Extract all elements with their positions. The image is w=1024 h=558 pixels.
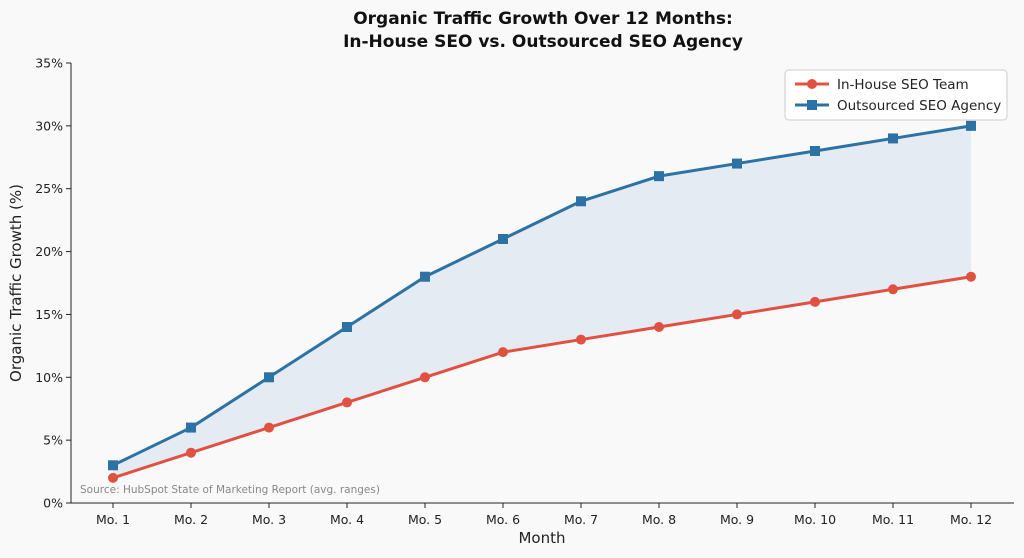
data-point-outsourced [654,171,664,182]
x-tick-label: Mo. 1 [96,512,130,527]
y-tick-label: 30% [35,118,63,133]
data-point-outsourced [342,322,352,332]
data-point-in-house [342,397,352,408]
legend-marker-in-house [807,79,817,89]
x-tick-label: Mo. 11 [872,512,914,527]
data-point-in-house [420,372,430,383]
series-line-outsourced [112,124,972,467]
data-point-in-house [186,447,196,458]
data-point-in-house [810,296,820,307]
data-point-in-house [966,271,976,282]
data-point-outsourced [264,372,274,383]
data-point-outsourced [108,460,118,471]
data-point-in-house [888,284,898,295]
x-tick-label: Mo. 9 [720,512,754,527]
x-tick-label: Mo. 3 [252,512,286,527]
x-tick-label: Mo. 10 [794,512,836,527]
y-tick-label: 15% [35,307,63,322]
x-tick-label: Mo. 5 [408,512,442,527]
gap-fill-area [113,125,971,478]
legend-box [784,69,1008,121]
y-tick-label: 10% [35,370,63,385]
source-annotation: Source: HubSpot State of Marketing Repor… [80,484,380,496]
chart-title-line2: In-House SEO vs. Outsourced SEO Agency [343,32,743,52]
data-point-outsourced [732,158,742,169]
data-point-in-house [654,322,664,332]
y-tick-label: 35% [35,56,63,71]
series-line-in-house [112,275,972,480]
y-tick-label: 0% [43,496,63,511]
data-point-outsourced [186,422,196,433]
data-point-outsourced [498,234,508,244]
data-point-in-house [576,334,586,345]
x-tick-label: Mo. 7 [564,512,598,527]
x-tick-label: Mo. 4 [330,512,364,527]
legend-label-outsourced: Outsourced SEO Agency [837,98,1001,114]
data-point-in-house [732,309,742,320]
x-axis-label: Month [518,529,565,547]
data-point-outsourced [966,120,976,131]
legend: In-House SEO Team Outsourced SEO Agency [784,69,1008,121]
x-tick-label: Mo. 8 [642,512,676,527]
data-point-outsourced [420,271,430,282]
data-point-in-house [108,472,118,483]
legend-label-in-house: In-House SEO Team [837,77,969,93]
data-point-outsourced [576,196,586,207]
y-tick-label: 5% [43,433,63,448]
data-point-outsourced [810,146,820,156]
data-point-in-house [498,347,508,358]
y-axis-label: Organic Traffic Growth (%) [7,184,25,382]
x-tick-label: Mo. 6 [486,512,520,527]
data-point-outsourced [888,133,898,144]
x-tick-label: Mo. 2 [174,512,208,527]
x-tick-label: Mo. 12 [950,512,992,527]
y-tick-label: 20% [35,244,63,259]
data-point-in-house [264,422,274,433]
chart-title-line1: Organic Traffic Growth Over 12 Months: [353,9,733,29]
y-tick-label: 25% [35,181,63,196]
legend-marker-outsourced [807,100,817,110]
